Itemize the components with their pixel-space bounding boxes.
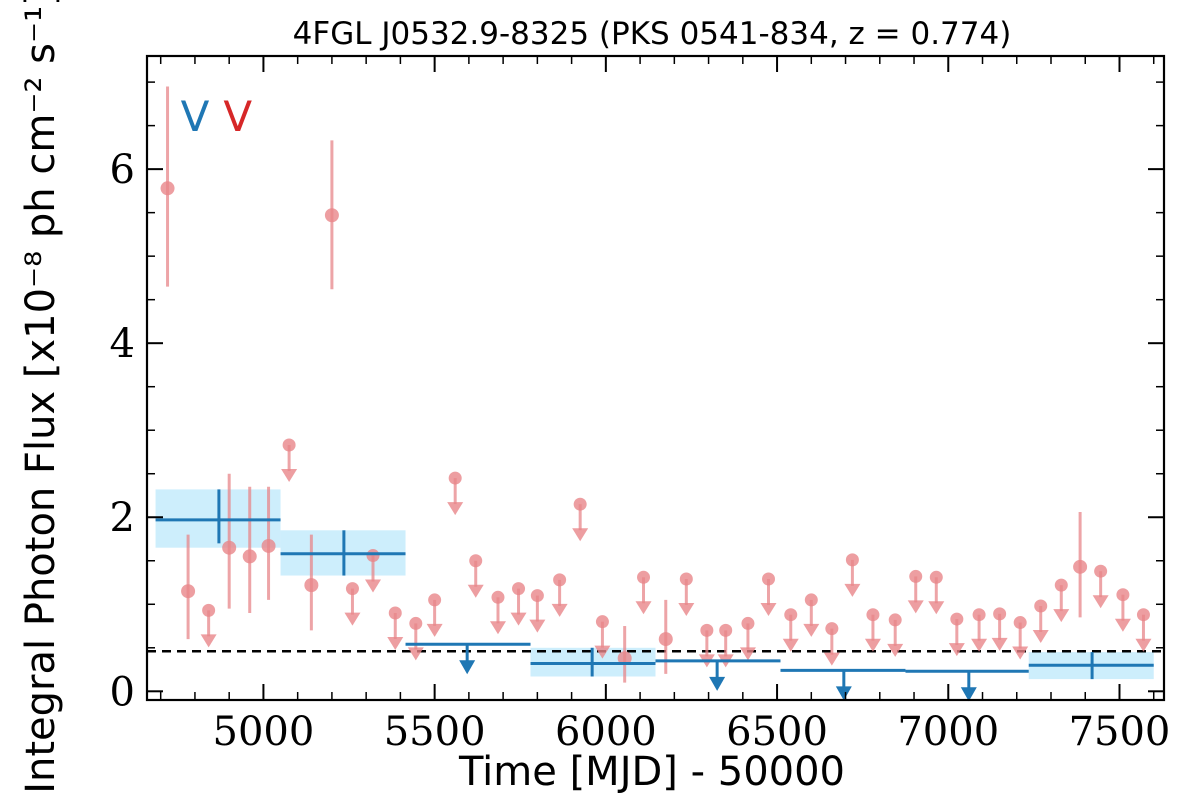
short-bin-upper-limit-arrow-13 (572, 528, 589, 542)
short-bin-point-9 (1073, 559, 1088, 574)
short-bin-point-1 (181, 584, 196, 599)
plot-frame (145, 54, 1166, 702)
y-axis-label: Integral Photon Flux [x10⁻⁸ ph cm⁻² s⁻¹] (18, 0, 64, 794)
short-bin-upper-limit-arrow-32 (1012, 646, 1029, 660)
short-bin-upper-limit-arrow-35 (1092, 595, 1109, 609)
short-bin-upper-limit-arrow-28 (928, 601, 945, 615)
short-bin-point-5 (304, 578, 319, 593)
short-bin-upper-limit-arrow-34 (1053, 609, 1070, 623)
short-bin-point-0 (160, 181, 175, 196)
short-bin-upper-limit-arrow-6 (426, 623, 443, 637)
short-bin-upper-limit-arrow-29 (948, 643, 965, 657)
short-bin-point-7 (617, 651, 632, 666)
long-bin-upper-limit-arrow-0 (459, 660, 476, 675)
x-axis-label: Time [MJD] - 50000 (458, 749, 845, 795)
y-tick-label-3: 6 (110, 147, 135, 193)
short-bin-upper-limit-arrow-7 (447, 502, 464, 516)
short-bin-point-6 (324, 208, 339, 223)
short-bin-upper-limit-arrow-12 (551, 603, 568, 617)
long-bin-upper-limit-arrow-1 (709, 676, 726, 691)
x-tick-label-4: 7000 (897, 709, 999, 755)
short-bin-upper-limit-arrow-2 (344, 612, 361, 626)
short-bin-upper-limit-arrow-15 (635, 601, 652, 615)
short-bin-upper-limit-arrow-25 (864, 638, 881, 652)
y-tick-label-0: 0 (110, 669, 135, 715)
short-bin-point-2 (222, 540, 237, 555)
v-marker-1: V (223, 92, 252, 141)
short-bin-upper-limit-arrow-5 (407, 647, 424, 661)
y-tick-label-1: 2 (110, 495, 135, 541)
short-bin-upper-limit-arrow-11 (529, 619, 546, 633)
short-bin-upper-limit-arrow-1 (281, 469, 298, 483)
short-bin-upper-limit-arrow-14 (594, 645, 611, 659)
short-bin-upper-limit-arrow-33 (1032, 630, 1049, 644)
short-bin-point-8 (658, 632, 673, 647)
short-bin-upper-limit-arrow-10 (510, 612, 527, 626)
short-bin-point-3 (242, 549, 257, 564)
short-bin-upper-limit-arrow-19 (739, 647, 756, 661)
short-bin-upper-limit-arrow-20 (760, 603, 777, 617)
short-bin-upper-limit-arrow-36 (1114, 618, 1131, 632)
short-bin-upper-limit-arrow-4 (387, 636, 404, 650)
short-bin-upper-limit-arrow-16 (678, 603, 695, 617)
short-bin-upper-limit-arrow-37 (1135, 638, 1152, 652)
x-tick-label-0: 5000 (213, 709, 315, 755)
short-bin-upper-limit-arrow-3 (365, 579, 381, 593)
x-tick-label-5: 7500 (1069, 709, 1171, 755)
v-marker-0: V (181, 92, 210, 141)
short-bin-upper-limit-arrow-21 (782, 638, 799, 652)
short-bin-upper-limit-arrow-31 (991, 637, 1008, 651)
short-bin-upper-limit-arrow-27 (907, 600, 924, 614)
y-tick-label-2: 4 (110, 321, 135, 367)
x-tick-label-3: 6500 (726, 709, 828, 755)
x-tick-label-2: 6000 (555, 709, 657, 755)
short-bin-upper-limit-arrow-8 (467, 584, 484, 598)
short-bin-upper-limit-arrow-23 (823, 652, 840, 666)
short-bin-upper-limit-arrow-24 (844, 583, 861, 597)
short-bin-upper-limit-arrow-9 (489, 621, 506, 635)
short-bin-upper-limit-arrow-22 (803, 623, 820, 637)
short-bin-upper-limit-arrow-26 (887, 643, 904, 657)
x-tick-label-1: 5500 (384, 709, 486, 755)
long-bin-upper-limit-arrow-3 (960, 687, 977, 702)
plot-area: V V 5000 5500 6000 6500 7000 7500 0 2 4 6 (110, 56, 1171, 755)
long-bin-upper-limit-arrow-2 (835, 686, 852, 701)
short-bin-upper-limit-arrow-30 (971, 638, 988, 652)
short-bin-upper-limit-arrow-0 (200, 634, 217, 648)
short-bin-point-4 (261, 538, 276, 553)
chart-title: 4FGL J0532.9-8325 (PKS 0541-834, z = 0.7… (293, 16, 1012, 52)
